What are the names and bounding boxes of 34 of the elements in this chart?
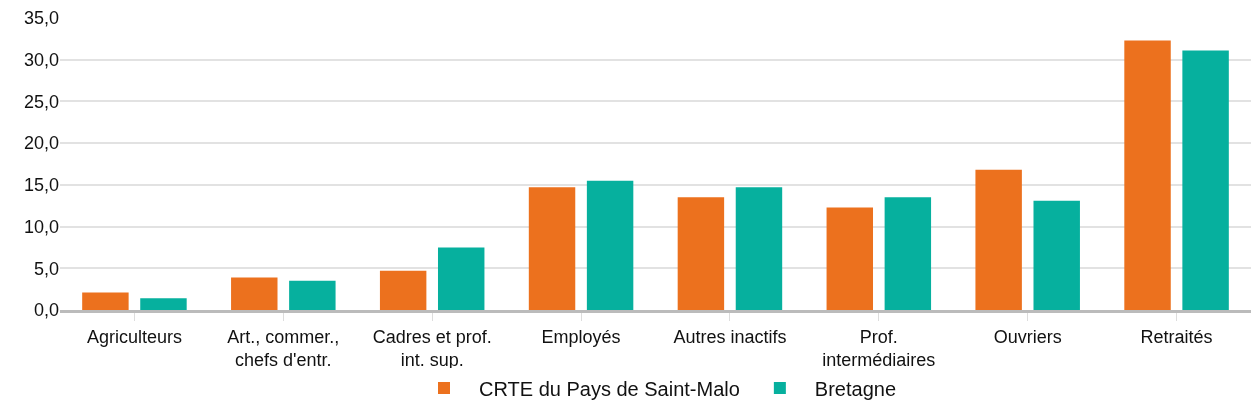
y-tick-label: 15,0: [23, 175, 59, 196]
y-tick-label: 30,0: [23, 50, 59, 71]
bar: [677, 197, 725, 310]
y-tick-label: 25,0: [23, 91, 59, 112]
legend-label: Bretagne: [814, 377, 897, 400]
legend-label: CRTE du Pays de Saint-Malo: [479, 377, 740, 400]
bar: [1124, 40, 1171, 310]
bar: [975, 169, 1022, 310]
x-tick-label: Art., commer., chefs d'entr.: [227, 326, 340, 370]
bar: [528, 187, 576, 310]
y-tick-label: 5,0: [33, 258, 59, 279]
bar: [1033, 200, 1080, 310]
bar: [1182, 50, 1229, 310]
bar: [289, 280, 336, 310]
bar: [735, 187, 783, 310]
y-tick-label: 0,0: [33, 300, 59, 321]
y-tick-label: 35,0: [23, 8, 59, 29]
x-tick-label: Autres inactifs: [673, 326, 787, 347]
x-tick-label: Employés: [541, 326, 621, 347]
x-tick-label: Agriculteurs: [86, 326, 182, 347]
bar: [586, 180, 634, 310]
bar: [379, 270, 427, 310]
bar: [826, 207, 874, 310]
bar: [231, 277, 278, 310]
bar: [140, 298, 187, 310]
bar: [884, 197, 932, 310]
bar: [437, 247, 485, 310]
bar: [82, 292, 129, 310]
x-tick-label: Prof. intermédiaires: [822, 326, 936, 370]
x-tick-label: Retraités: [1140, 326, 1213, 347]
y-tick-label: 20,0: [23, 133, 59, 154]
y-tick-label: 10,0: [23, 216, 59, 237]
x-tick-label: Cadres et prof. int. sup.: [372, 326, 492, 370]
x-tick-label: Ouvriers: [993, 326, 1062, 347]
